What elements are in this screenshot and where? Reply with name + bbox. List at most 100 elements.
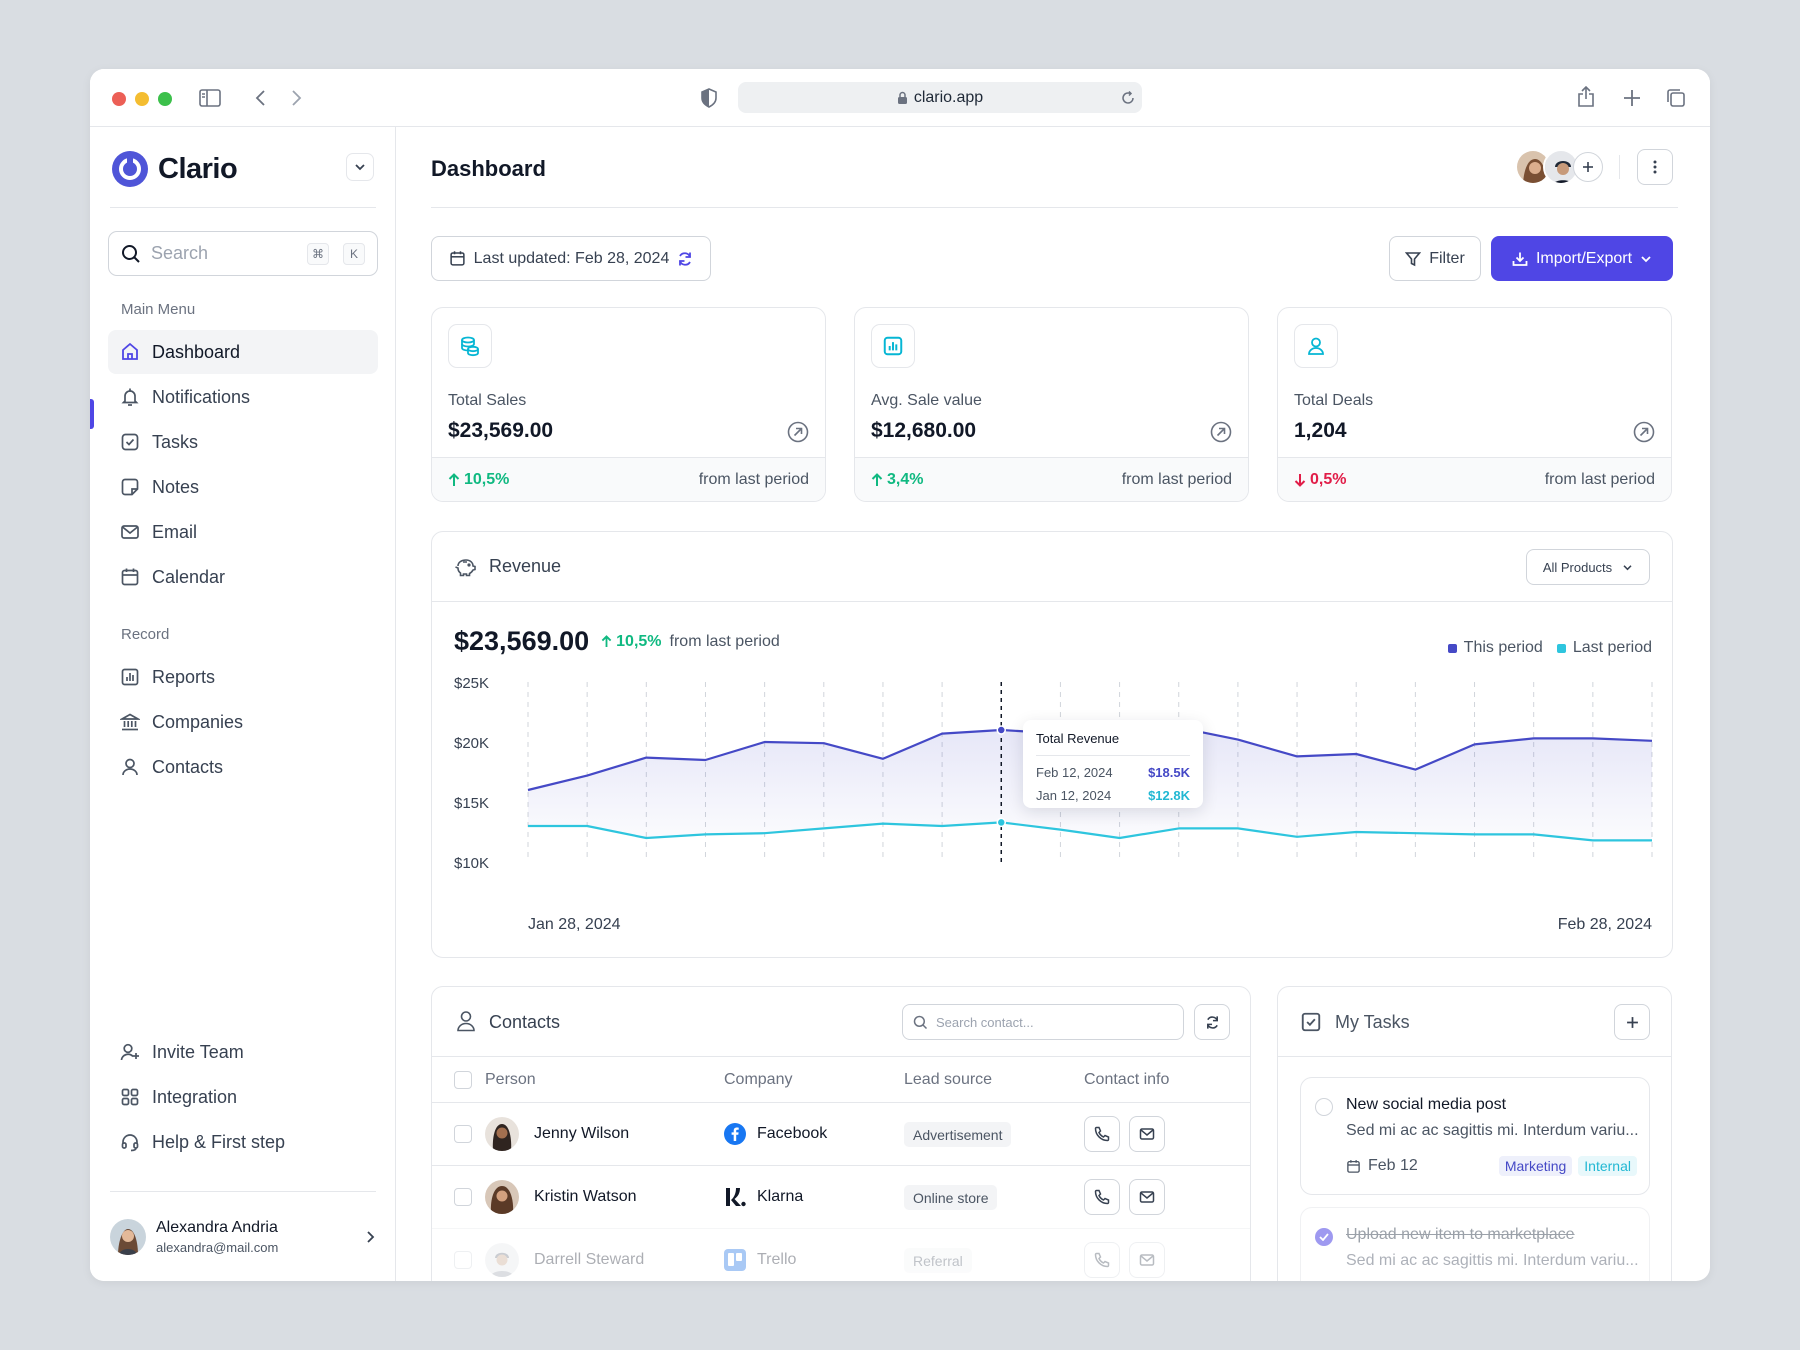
arrow-up-right-icon[interactable] <box>787 421 809 448</box>
search-placeholder: Search <box>151 243 209 263</box>
table-row[interactable]: Darrell Steward Trello Referral <box>432 1228 1250 1281</box>
sidebar-item-notifications[interactable]: Notifications <box>108 375 378 419</box>
task-description: Sed mi ac ac sagittis mi. Interdum variu… <box>1346 1122 1639 1139</box>
reload-icon[interactable] <box>1120 90 1136 106</box>
app-logo[interactable]: Clario <box>112 151 238 187</box>
row-checkbox[interactable] <box>454 1188 472 1206</box>
user-email: alexandra@mail.com <box>156 1240 279 1255</box>
forward-icon[interactable] <box>285 86 309 110</box>
tooltip-date-2: Jan 12, 2024 <box>1036 788 1112 803</box>
task-date-text: Feb 12 <box>1368 1157 1418 1174</box>
task-item[interactable]: Upload new item to marketplace Sed mi ac… <box>1300 1207 1650 1281</box>
stat-period: from last period <box>1121 470 1232 488</box>
search-contact-input[interactable]: Search contact... <box>902 1004 1184 1040</box>
phone-button[interactable] <box>1084 1179 1120 1215</box>
user-profile[interactable]: Alexandra Andria alexandra@mail.com <box>110 1219 376 1255</box>
column-lead-source[interactable]: Lead source <box>904 1071 993 1088</box>
avatar <box>485 1117 519 1151</box>
share-icon[interactable] <box>1574 84 1598 110</box>
refresh-contacts-button[interactable] <box>1194 1004 1230 1040</box>
email-button[interactable] <box>1129 1179 1165 1215</box>
products-dropdown[interactable]: All Products <box>1526 549 1650 585</box>
phone-button[interactable] <box>1084 1242 1120 1278</box>
phone-button[interactable] <box>1084 1116 1120 1152</box>
shield-icon[interactable] <box>697 86 721 110</box>
task-checkbox[interactable] <box>1315 1228 1333 1246</box>
sidebar-item-companies[interactable]: Companies <box>108 700 378 744</box>
column-company[interactable]: Company <box>724 1071 793 1088</box>
task-title: New social media post <box>1346 1096 1507 1113</box>
minimize-window-button[interactable] <box>135 92 149 106</box>
sidebar-item-contacts[interactable]: Contacts <box>108 745 378 789</box>
table-row[interactable]: Jenny Wilson Facebook Advertisement <box>432 1102 1250 1165</box>
tasks-card: My Tasks New social media post Sed mi ac… <box>1277 986 1672 1281</box>
column-contact-info[interactable]: Contact info <box>1084 1071 1170 1088</box>
row-checkbox[interactable] <box>454 1125 472 1143</box>
arrow-up-right-icon[interactable] <box>1210 421 1232 448</box>
divider <box>110 207 376 208</box>
task-item[interactable]: New social media post Sed mi ac ac sagit… <box>1300 1077 1650 1195</box>
bar-chart-icon <box>871 324 915 368</box>
stat-footer: 3,4% from last period <box>855 457 1248 501</box>
revenue-header: Revenue All Products <box>432 532 1672 602</box>
arrow-up-right-icon[interactable] <box>1633 421 1655 448</box>
back-icon[interactable] <box>248 86 272 110</box>
plus-icon <box>1583 162 1593 172</box>
new-tab-icon[interactable] <box>1620 86 1644 110</box>
search-icon <box>913 1015 928 1029</box>
team-avatar-2[interactable] <box>1543 149 1579 185</box>
select-all-checkbox[interactable] <box>454 1071 472 1089</box>
import-export-label: Import/Export <box>1535 249 1633 267</box>
stat-card-total-sales[interactable]: Total Sales $23,569.00 10,5% from last p… <box>431 307 826 502</box>
arrow-up-icon <box>601 635 612 647</box>
sidebar-item-email[interactable]: Email <box>108 510 378 554</box>
lock-icon <box>897 91 907 104</box>
sidebar-item-dashboard[interactable]: Dashboard <box>108 330 378 374</box>
chevron-down-icon <box>1641 255 1651 262</box>
import-export-button[interactable]: Import/Export <box>1491 236 1673 281</box>
workspace-dropdown-button[interactable] <box>346 153 374 181</box>
refresh-icon <box>679 251 692 266</box>
sidebar-item-calendar[interactable]: Calendar <box>108 555 378 599</box>
email-button[interactable] <box>1129 1242 1165 1278</box>
task-checkbox[interactable] <box>1315 1098 1333 1116</box>
address-bar[interactable]: clario.app <box>738 82 1142 113</box>
stat-change: 0,5% <box>1310 470 1347 488</box>
sidebar-item-tasks[interactable]: Tasks <box>108 420 378 464</box>
home-icon <box>122 342 138 360</box>
search-contact-placeholder: Search contact... <box>936 1014 1034 1030</box>
checkbox-icon <box>121 433 139 451</box>
email-button[interactable] <box>1129 1116 1165 1152</box>
stat-card-avg-sale[interactable]: Avg. Sale value $12,680.00 3,4% from las… <box>854 307 1249 502</box>
row-checkbox[interactable] <box>454 1251 472 1269</box>
add-task-button[interactable] <box>1614 1004 1650 1040</box>
search-input[interactable]: Search ⌘ K <box>108 231 378 276</box>
sidebar-item-notes[interactable]: Notes <box>108 465 378 509</box>
sidebar-toggle-icon[interactable] <box>198 86 222 110</box>
sidebar-item-label: Invite Team <box>152 1041 244 1062</box>
stat-card-total-deals[interactable]: Total Deals 1,204 0,5% from last period <box>1277 307 1672 502</box>
add-member-button[interactable] <box>1573 152 1603 182</box>
last-updated-button[interactable]: Last updated: Feb 28, 2024 <box>431 236 711 281</box>
user-plus-icon <box>120 1043 139 1061</box>
sidebar-item-integration[interactable]: Integration <box>108 1075 378 1119</box>
sidebar-item-reports[interactable]: Reports <box>108 655 378 699</box>
tabs-overview-icon[interactable] <box>1664 86 1688 110</box>
person-name: Darrell Steward <box>534 1251 645 1268</box>
arrow-down-icon <box>1294 473 1306 487</box>
plus-icon <box>1626 1016 1638 1028</box>
maximize-window-button[interactable] <box>158 92 172 106</box>
filter-button[interactable]: Filter <box>1389 236 1481 281</box>
sidebar-item-label: Help & First step <box>152 1131 286 1152</box>
table-row[interactable]: Kristin Watson Klarna Online store <box>432 1165 1250 1228</box>
more-options-button[interactable] <box>1637 149 1673 185</box>
sidebar-item-invite-team[interactable]: Invite Team <box>108 1030 378 1074</box>
avatar <box>485 1180 519 1214</box>
column-person[interactable]: Person <box>485 1071 536 1088</box>
grid-icon <box>121 1088 139 1106</box>
record-heading: Record <box>121 626 170 643</box>
sidebar-item-help[interactable]: Help & First step <box>108 1120 378 1164</box>
close-window-button[interactable] <box>112 92 126 106</box>
chevron-right-icon <box>367 1231 375 1243</box>
browser-toolbar: clario.app <box>90 69 1710 127</box>
